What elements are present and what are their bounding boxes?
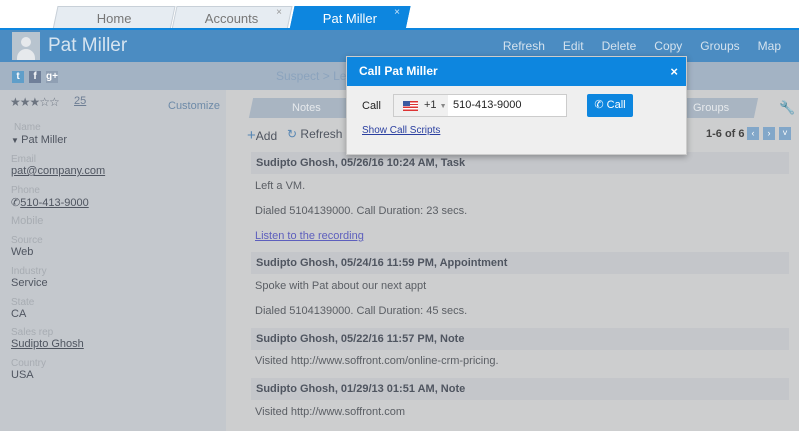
dialog-header: Call Pat Miller × [347,57,686,86]
show-call-scripts-link[interactable]: Show Call Scripts [362,125,441,136]
dialog-title: Call Pat Miller [359,64,438,78]
field-value: USA [11,369,34,381]
note-header: Sudipto Ghosh, 01/29/13 01:51 AM, Note [251,378,789,400]
rating-stars[interactable]: ★★★☆☆ [10,95,60,109]
phone-link[interactable]: 510-413-9000 [20,197,89,209]
field-phone: ✆510-413-9000 [11,196,89,209]
field-label: Phone [11,185,40,196]
map-button[interactable]: Map [757,39,781,53]
note-line: Left a VM. [255,180,306,192]
tab-pat-miller[interactable]: Pat Miller × [289,6,411,30]
breadcrumb: Suspect > Le [276,69,346,83]
close-icon[interactable]: × [276,7,283,18]
field-value: Web [11,246,34,258]
us-flag-icon [403,101,418,111]
call-dialog: Call Pat Miller × Call +1 ▼ ✆ Call Show C… [346,56,687,155]
edit-button[interactable]: Edit [562,39,584,53]
twitter-icon[interactable]: t [12,71,24,83]
profile-panel: ★★★☆☆ 25 Customize Name ▼ Pat Miller Ema… [0,90,226,431]
refresh-icon: ↻ [287,127,298,141]
rating-count[interactable]: 25 [74,95,87,107]
close-icon[interactable]: × [394,7,401,18]
refresh-button[interactable]: Refresh [502,39,545,53]
delete-button[interactable]: Delete [601,39,637,53]
facebook-icon[interactable]: f [29,71,41,83]
header-actions: Refresh Edit Delete Copy Groups Map [485,39,781,53]
field-label: Source [11,235,43,246]
caret-down-icon[interactable]: ▼ [11,136,22,145]
call-label: Call [362,100,381,112]
tab-home[interactable]: Home [52,6,176,30]
chevron-right-icon: > [322,69,330,83]
field-label: Industry [11,266,47,277]
field-label: Name [14,122,41,133]
field-label: State [11,297,35,308]
recording-link[interactable]: Listen to the recording [255,230,364,242]
email-link[interactable]: pat@company.com [11,165,106,177]
phone-field: +1 ▼ [393,94,567,117]
refresh-notes-button[interactable]: ↻ Refresh [287,127,343,141]
phone-icon: ✆ [11,197,21,209]
field-label: Mobile [11,215,44,227]
phone-input[interactable] [453,99,563,111]
close-icon[interactable]: × [670,64,678,79]
plus-icon: + [247,127,256,144]
field-value: CA [11,308,27,320]
country-select[interactable]: +1 ▼ [394,95,448,116]
field-label: Country [11,358,47,369]
call-button[interactable]: ✆ Call [587,94,633,117]
note-line: Visited http://www.soffront.com/online-c… [255,355,499,367]
note-line: Spoke with Pat about our next appt [255,280,427,292]
avatar [12,32,40,60]
note-line: Dialed 5104139000. Call Duration: 23 sec… [255,205,468,217]
tab-underline [0,28,799,31]
note-header: Sudipto Ghosh, 05/22/16 11:57 PM, Note [251,328,789,350]
copy-button[interactable]: Copy [654,39,683,53]
page-title: Pat Miller [48,35,128,56]
field-label: Sales rep [11,327,54,338]
breadcrumb-next[interactable]: Le [333,69,347,83]
caret-down-icon: ▼ [439,103,447,110]
tab-bar: Home Accounts × Pat Miller × [0,0,799,30]
wrench-icon[interactable]: 🔧 [779,100,796,115]
field-label: Email [11,154,37,165]
groups-button[interactable]: Groups [700,39,740,53]
customize-link[interactable]: Customize [168,100,220,112]
phone-icon: ✆ [594,99,604,111]
breadcrumb-suspect[interactable]: Suspect [276,69,320,83]
field-name: ▼ Pat Miller [11,134,67,146]
note-header: Sudipto Ghosh, 05/26/16 10:24 AM, Task [251,152,789,174]
add-button[interactable]: +Add [247,127,278,144]
google-plus-icon[interactable]: g+ [46,71,58,83]
field-value: Service [11,277,48,289]
note-header: Sudipto Ghosh, 05/24/16 11:59 PM, Appoin… [251,252,789,274]
tab-accounts[interactable]: Accounts × [171,6,293,30]
next-page-button[interactable]: › [763,127,775,140]
expand-button[interactable]: ˅ [779,127,791,140]
pagination-label: 1-6 of 6 [706,128,745,140]
note-line: Dialed 5104139000. Call Duration: 45 sec… [255,305,468,317]
prev-page-button[interactable]: ‹ [747,127,759,140]
sales-rep-link[interactable]: Sudipto Ghosh [11,338,84,350]
note-line: Visited http://www.soffront.com [255,406,405,418]
